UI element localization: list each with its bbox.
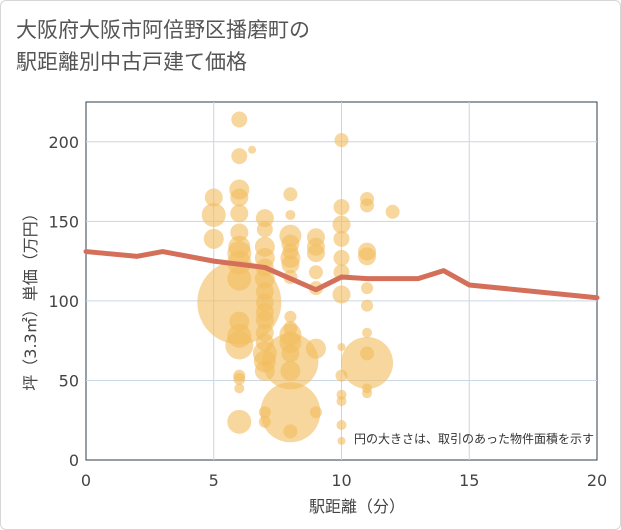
data-bubble <box>248 145 257 154</box>
x-tick-label: 5 <box>209 471 219 490</box>
y-tick-label: 200 <box>48 133 79 152</box>
data-bubble <box>334 133 349 148</box>
data-bubble <box>308 265 323 280</box>
chart-title-line-2: 駅距離別中古戸建て価格 <box>16 50 247 74</box>
data-bubble <box>203 228 224 249</box>
data-bubble <box>361 282 374 295</box>
data-bubble <box>360 198 375 213</box>
data-bubble <box>234 383 245 394</box>
x-tick-label: 15 <box>459 471 479 490</box>
data-bubble <box>281 255 300 274</box>
data-bubble <box>306 244 325 263</box>
data-bubble <box>255 209 274 228</box>
bubble-size-note: 円の大きさは、取引のあった物件面積を示す <box>354 431 594 446</box>
chart-title-line-1: 大阪府大阪市阿倍野区播磨町の <box>16 18 310 42</box>
data-bubble <box>305 338 326 359</box>
data-bubble <box>283 187 298 202</box>
data-bubble <box>283 424 298 439</box>
chart-title: 大阪府大阪市阿倍野区播磨町の 駅距離別中古戸建て価格 <box>16 14 310 78</box>
data-bubble <box>230 204 249 223</box>
data-bubble <box>256 221 273 238</box>
data-bubble <box>358 247 377 266</box>
x-tick-label: 20 <box>587 471 607 490</box>
data-bubble <box>362 327 373 338</box>
data-bubble <box>284 310 297 323</box>
data-bubble <box>260 382 321 443</box>
data-bubble <box>333 230 350 247</box>
data-bubble <box>280 360 301 381</box>
data-bubble <box>361 299 374 312</box>
y-axis-title: 坪（3.3㎡）単価（万円） <box>21 205 40 390</box>
data-bubble <box>332 285 351 304</box>
data-bubble <box>225 331 254 360</box>
y-tick-label: 50 <box>59 371 79 390</box>
data-bubble <box>337 343 346 352</box>
data-bubble <box>204 188 223 207</box>
data-bubble <box>333 249 350 266</box>
data-bubble <box>285 209 296 220</box>
data-bubble <box>201 202 226 227</box>
data-bubble <box>254 268 275 289</box>
data-bubble <box>362 388 373 399</box>
trend-series <box>83 249 600 301</box>
data-bubble <box>336 396 347 407</box>
data-bubble <box>332 215 351 234</box>
data-bubble <box>333 199 350 216</box>
bubble-series <box>197 111 400 445</box>
x-tick-label: 0 <box>81 471 91 490</box>
data-bubble <box>255 310 274 329</box>
x-axis-ticks: 0 5 10 15 20 <box>81 471 607 490</box>
x-axis-title: 駅距離（分） <box>309 497 405 516</box>
x-tick-label: 10 <box>331 471 351 490</box>
data-bubble <box>336 419 347 430</box>
y-tick-label: 150 <box>48 212 79 231</box>
data-bubble <box>337 436 346 445</box>
y-tick-label: 0 <box>69 451 79 470</box>
data-bubble <box>231 111 248 128</box>
y-tick-label: 100 <box>48 292 79 311</box>
data-bubble <box>231 148 248 165</box>
data-bubble <box>385 204 400 219</box>
data-bubble <box>341 336 394 389</box>
data-bubble <box>233 372 246 385</box>
y-axis-ticks: 0 50 100 150 200 <box>48 133 79 470</box>
data-bubble <box>230 188 249 207</box>
trend-line <box>83 249 600 301</box>
data-bubble <box>227 409 252 434</box>
data-bubble <box>309 406 322 419</box>
